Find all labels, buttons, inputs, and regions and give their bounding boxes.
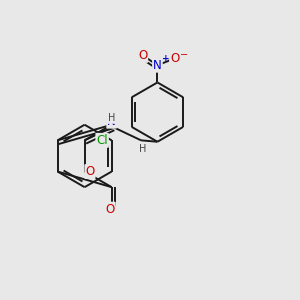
Text: Cl: Cl xyxy=(96,134,108,147)
Text: N: N xyxy=(153,59,162,72)
Text: H: H xyxy=(108,113,115,123)
Text: −: − xyxy=(180,50,188,59)
Text: O: O xyxy=(170,52,179,65)
Text: H: H xyxy=(139,144,146,154)
Text: +: + xyxy=(162,54,169,63)
Text: O: O xyxy=(85,165,94,178)
Text: N: N xyxy=(107,115,116,128)
Text: O: O xyxy=(138,49,147,62)
Text: O: O xyxy=(106,202,115,216)
